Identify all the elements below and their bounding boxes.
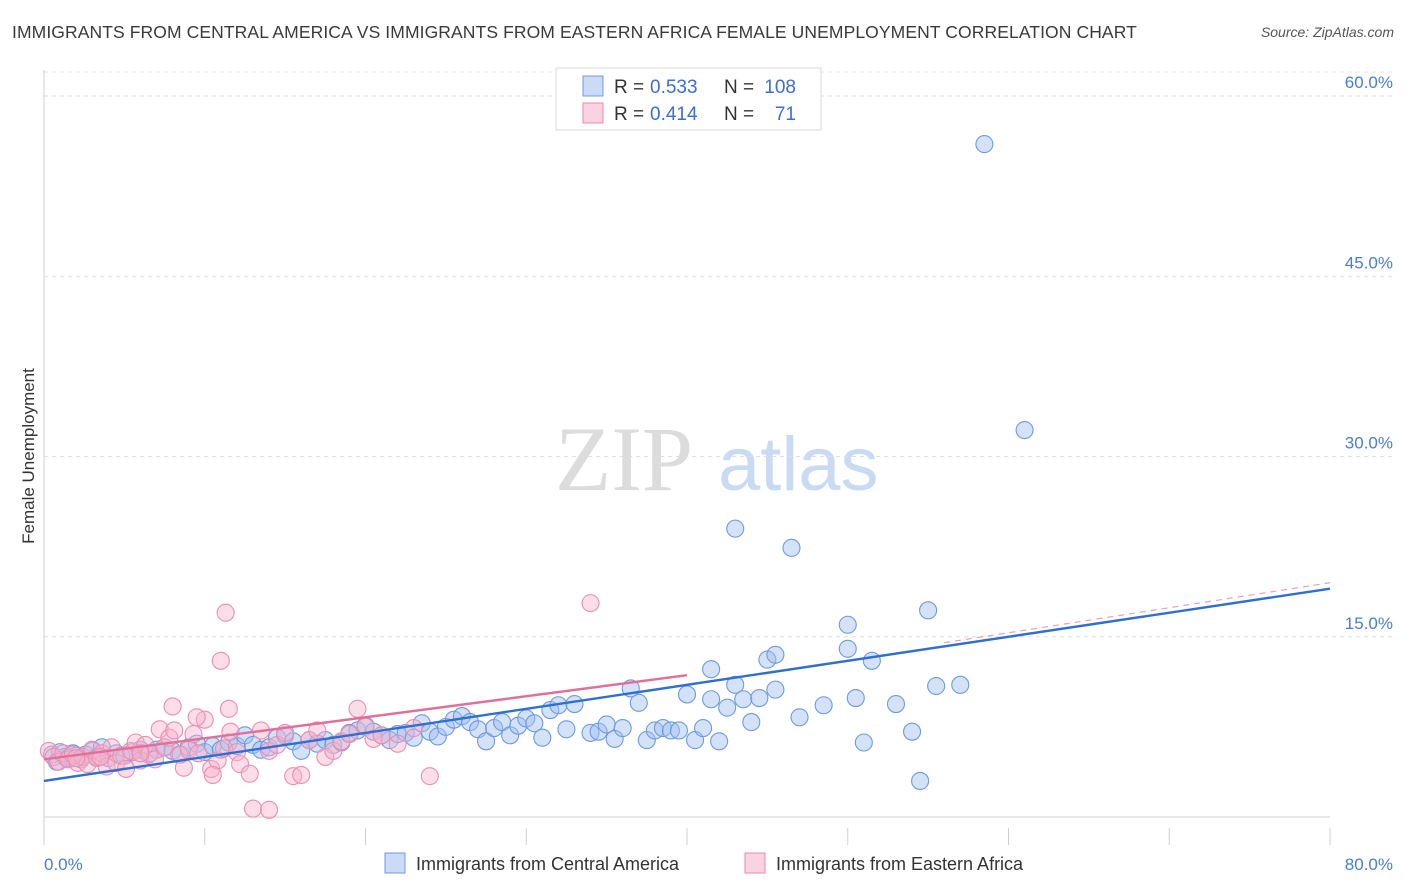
point-eastern-africa-58 xyxy=(348,699,367,718)
point-central-america-111 xyxy=(838,639,857,658)
point-central-america-108 xyxy=(782,538,801,557)
gridlines xyxy=(44,71,1393,638)
point-central-america-100 xyxy=(862,651,881,670)
bottom-legend-swatch-blue xyxy=(384,852,406,874)
point-central-america-110 xyxy=(766,645,785,664)
bottom-legend-label-1: Immigrants from Central America xyxy=(416,854,680,874)
legend-n-label-1: N = xyxy=(724,77,754,98)
trend-line-eastern-africa xyxy=(43,674,688,761)
chart-title: IMMIGRANTS FROM CENTRAL AMERICA VS IMMIG… xyxy=(12,22,1137,42)
point-eastern-africa-41 xyxy=(211,651,230,670)
point-central-america-99 xyxy=(854,733,873,752)
watermark-atlas: atlas xyxy=(718,422,879,507)
y-tick-label-2: 45.0% xyxy=(1345,253,1393,272)
point-central-america-88 xyxy=(710,732,729,751)
point-eastern-africa-51 xyxy=(292,765,311,784)
point-central-america-95 xyxy=(790,708,809,727)
point-eastern-africa-40 xyxy=(203,765,222,784)
point-eastern-africa-44 xyxy=(231,755,250,774)
point-central-america-97 xyxy=(838,615,857,634)
point-central-america-75 xyxy=(613,719,632,738)
point-eastern-africa-66 xyxy=(259,800,279,819)
point-central-america-85 xyxy=(694,719,713,738)
x-ticks xyxy=(43,828,1331,845)
point-central-america-107 xyxy=(726,519,745,538)
y-axis-title: Female Unemployment xyxy=(19,368,38,544)
point-eastern-africa-64 xyxy=(420,767,439,786)
point-eastern-africa-39 xyxy=(187,708,206,727)
point-eastern-africa-26 xyxy=(165,721,184,740)
point-central-america-65 xyxy=(525,714,544,733)
point-central-america-102 xyxy=(902,722,922,741)
point-eastern-africa-67 xyxy=(67,749,86,768)
point-eastern-africa-62 xyxy=(388,734,407,753)
point-central-america-105 xyxy=(927,676,946,696)
trend-line-central-america xyxy=(43,587,1331,783)
legend-r-label-2: R = xyxy=(614,104,644,125)
x-tick-label-max: 80.0% xyxy=(1345,855,1393,874)
point-eastern-africa-42 xyxy=(216,603,235,622)
point-central-america-92 xyxy=(742,713,761,732)
point-central-america-70 xyxy=(565,695,584,714)
point-eastern-africa-69 xyxy=(131,744,150,763)
bottom-legend-label-2: Immigrants from Eastern Africa xyxy=(776,854,1024,874)
point-central-america-66 xyxy=(533,728,552,747)
y-tick-labels: 15.0% 30.0% 45.0% 60.0% xyxy=(1345,73,1393,633)
point-eastern-africa-65 xyxy=(243,799,263,818)
point-central-america-91 xyxy=(734,690,753,709)
point-central-america-89 xyxy=(718,698,737,717)
point-central-america-86 xyxy=(702,690,721,709)
point-central-america-93 xyxy=(750,688,769,708)
point-central-america-96 xyxy=(814,696,833,715)
axes xyxy=(43,70,1330,845)
legend-r-value-1: 0.533 xyxy=(650,77,698,98)
source-label: Source: ZipAtlas.com xyxy=(1260,24,1394,40)
legend-r-label-1: R = xyxy=(614,77,644,98)
point-central-america-106 xyxy=(951,675,970,694)
legend-swatch-pink xyxy=(582,102,604,124)
legend-r-value-2: 0.414 xyxy=(650,104,698,125)
legend-n-value-2: 71 xyxy=(775,104,796,125)
point-eastern-africa-36 xyxy=(221,722,240,741)
point-eastern-africa-70 xyxy=(581,594,600,613)
point-central-america-82 xyxy=(669,721,689,740)
y-tick-label-3: 60.0% xyxy=(1345,73,1393,92)
legend-n-value-1: 108 xyxy=(764,77,796,98)
point-central-america-94 xyxy=(766,680,785,699)
point-central-america-112 xyxy=(975,135,994,154)
point-central-america-59 xyxy=(477,732,496,751)
legend-box: R = 0.533 N = 108 R = 0.414 N = 71 xyxy=(555,67,822,131)
point-central-america-90 xyxy=(726,675,745,694)
point-central-america-69 xyxy=(557,720,576,739)
legend-n-label-2: N = xyxy=(724,104,754,125)
trend-dashed-extension xyxy=(944,582,1331,644)
bottom-legend-swatch-pink xyxy=(744,852,766,874)
y-tick-label-0: 15.0% xyxy=(1345,614,1393,633)
point-eastern-africa-45 xyxy=(240,764,259,783)
point-central-america-87 xyxy=(702,660,721,679)
point-central-america-101 xyxy=(886,695,906,714)
point-central-america-103 xyxy=(911,771,930,791)
point-central-america-104 xyxy=(919,601,938,620)
point-eastern-africa-43 xyxy=(219,699,238,718)
legend-swatch-blue xyxy=(582,75,604,97)
point-central-america-50 xyxy=(404,728,423,747)
series-eastern-africa xyxy=(39,594,600,819)
y-tick-label-1: 30.0% xyxy=(1345,434,1393,453)
point-eastern-africa-63 xyxy=(404,719,423,738)
point-central-america-83 xyxy=(677,685,697,704)
point-central-america-113 xyxy=(1015,421,1034,440)
point-eastern-africa-38 xyxy=(163,697,182,716)
point-central-america-77 xyxy=(629,693,648,712)
point-central-america-98 xyxy=(846,688,865,708)
series-central-america xyxy=(42,135,1034,791)
watermark-zip: ZIP xyxy=(555,408,693,510)
bottom-legend: Immigrants from Central America Immigran… xyxy=(384,852,1024,874)
trend-lines xyxy=(43,582,1331,783)
x-tick-label-min: 0.0% xyxy=(44,855,83,874)
